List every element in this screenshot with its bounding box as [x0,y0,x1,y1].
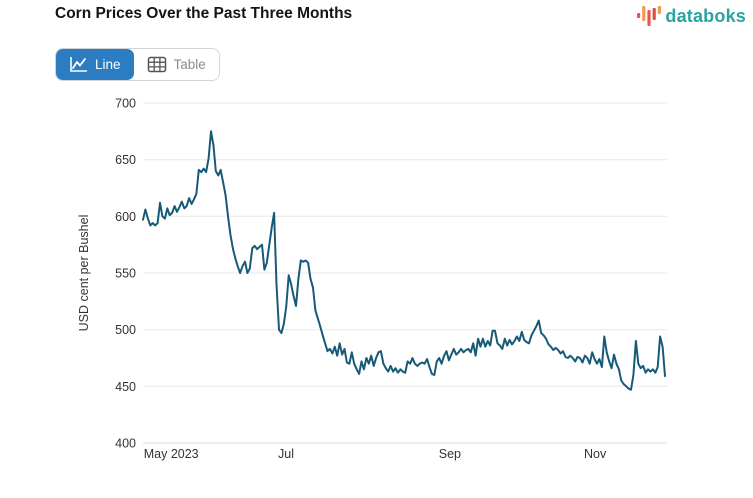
y-tick-label: 600 [115,210,136,224]
line-view-label: Line [95,57,121,72]
price-chart: 700 650 600 550 500 450 400 USD cent per Bushel… [0,90,753,495]
y-tick-label: 400 [115,437,136,451]
line-chart-icon [70,57,87,72]
y-axis-title: USD cent per Bushel [77,215,91,332]
databoks-logo-icon [637,6,662,26]
y-tick-label: 550 [115,267,136,281]
table-view-label: Table [173,57,206,72]
y-tick-label: 650 [115,153,136,167]
x-tick-label: Jul [278,447,294,461]
x-tick-label: Sep [439,447,461,461]
databoks-logo: databoks [637,4,746,28]
y-tick-label: 500 [115,323,136,337]
table-view-button[interactable]: Table [133,49,219,80]
price-line-series [142,130,666,391]
table-icon [147,56,166,73]
chart-svg: 700 650 600 550 500 450 400 USD cent per Bushel… [77,97,667,461]
databoks-logo-text: databoks [665,5,746,26]
view-toggle: Line Table [55,48,220,81]
line-view-button[interactable]: Line [56,49,134,80]
page-title: Corn Prices Over the Past Three Months [55,5,353,22]
y-tick-label: 700 [115,97,136,111]
x-tick-label: May 2023 [144,447,199,461]
y-tick-label: 450 [115,380,136,394]
x-tick-label: Nov [584,447,607,461]
